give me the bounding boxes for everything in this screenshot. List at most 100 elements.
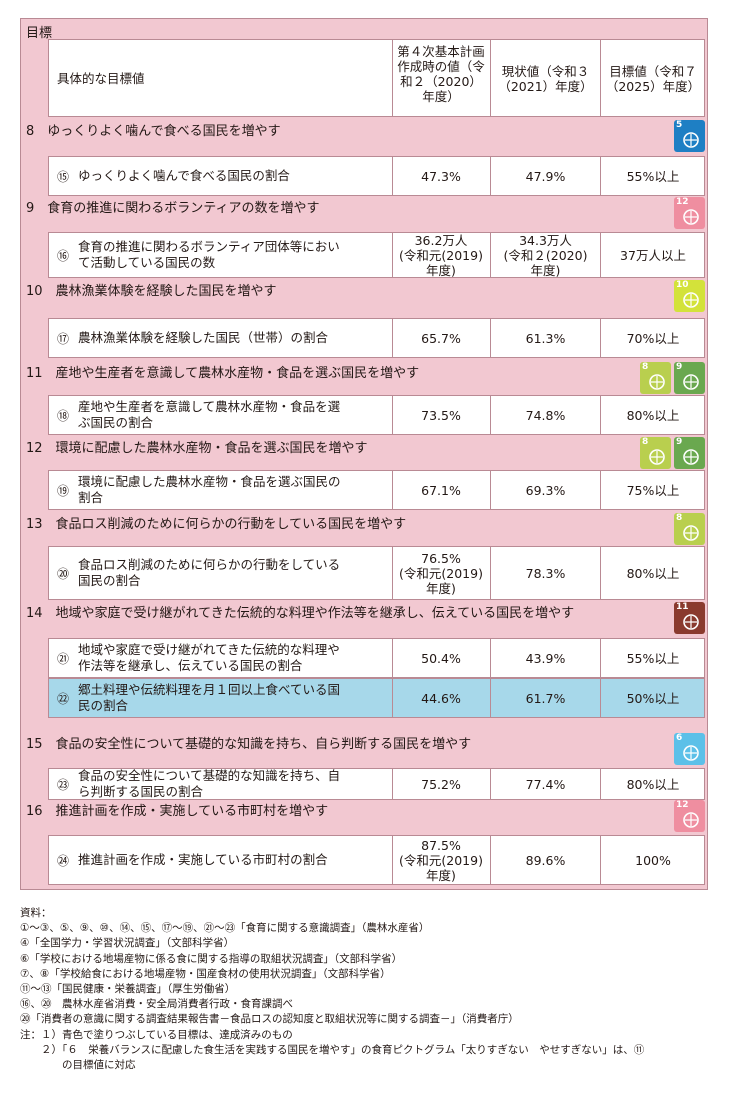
sdg9-icon: 9 (674, 437, 705, 469)
current-value-line: 61.3% (525, 331, 566, 346)
notes: 資料： ①〜③、⑤、⑨、⑩、⑭、⑮、⑰〜⑲、㉑〜㉓「食育に関する意識調査」（農林水… (20, 906, 710, 1073)
row-number: ⑲ (57, 484, 70, 498)
row-number: ㉔ (57, 854, 70, 868)
sdg8-icon: 8 (640, 437, 671, 469)
goal-title: 15 食品の安全性について基礎的な知識を持ち、自ら判断する国民を増やす (26, 737, 472, 752)
row-number: ⑳ (57, 567, 70, 581)
goal-value-line: 80%以上 (626, 408, 680, 423)
goal-title: 13 食品ロス削減のために何らかの行動をしている国民を増やす (26, 517, 407, 532)
row-description-line: 国民の割合 (78, 573, 141, 588)
row-description: 農林漁業体験を経験した国民（世帯）の割合 (78, 330, 378, 346)
sdg-number: 5 (676, 120, 683, 130)
table-row: ⑱ 産地や生産者を意識して農林水産物・食品を選 ぶ国民の割合 73.5% 74.8% 80… (48, 395, 705, 435)
baseline-value-line: 47.3% (421, 169, 461, 184)
row-number: ㉑ (57, 652, 70, 666)
current-value-line: 77.4% (525, 777, 566, 792)
goal-value: 50%以上 (601, 691, 705, 706)
baseline-value: 65.7% (393, 331, 489, 346)
current-value-line: 74.8% (525, 408, 566, 423)
table-title: 目標 (26, 26, 53, 41)
baseline-value-line: 年度) (426, 868, 456, 883)
baseline-value: 76.5% (令和元(2019) 年度) (393, 551, 489, 596)
goal-title: 9 食育の推進に関わるボランティアの数を増やす (26, 201, 320, 216)
current-value: 69.3% (491, 483, 600, 498)
note-line: 注：１）青色で塗りつぶしている目標は、達成済みのもの (20, 1028, 293, 1041)
sdg12-icon: 12 (674, 197, 705, 229)
sdg5-icon: 5 (674, 120, 705, 152)
goal-value: 80%以上 (601, 777, 705, 792)
note-line: の目標値に対応 (20, 1059, 136, 1072)
sdg-number: 12 (676, 197, 689, 207)
goal-title: 12 環境に配慮した農林水産物・食品を選ぶ国民を増やす (26, 441, 368, 456)
current-value-line: 61.7% (525, 691, 566, 706)
row-description-line: 作法等を継承し、伝えている国民の割合 (78, 658, 303, 673)
note-line: ２）「６ 栄養バランスに配慮した食生活を実践する国民を増やす」の食育ピクトグラム… (20, 1043, 645, 1056)
note-line: ⑪〜⑬「国民健康・栄養調査」（厚生労働省） (20, 983, 236, 996)
baseline-value: 75.2% (393, 777, 489, 792)
current-value: 61.7% (491, 691, 600, 706)
baseline-value: 36.2万人 (令和元(2019) 年度) (393, 233, 489, 278)
goal-title: 14 地域や家庭で受け継がれてきた伝統的な料理や作法等を継承し、伝えている国民を… (26, 606, 575, 621)
sdg6-icon: 6 (674, 733, 705, 765)
row-number: ⑱ (57, 409, 70, 423)
baseline-value-line: 76.5% (421, 551, 461, 566)
goal-value-line: 37万人以上 (620, 248, 686, 263)
table-row: ⑮ ゆっくりよく噛んで食べる国民の割合 47.3% 47.9% 55%以上 (48, 156, 705, 196)
goal-value: 70%以上 (601, 331, 705, 346)
note-line: ⑦、⑧「学校給食における地場産物・国産食材の使用状況調査」（文部科学省） (20, 967, 391, 980)
current-value-line: (令和２(2020) (503, 248, 588, 263)
row-description: 環境に配慮した農林水産物・食品を選ぶ国民の 割合 (78, 474, 378, 506)
table-row: ⑰ 農林漁業体験を経験した国民（世帯）の割合 65.7% 61.3% 70%以上 (48, 318, 705, 358)
baseline-value: 67.1% (393, 483, 489, 498)
note-line: ④「全国学力・学習状況調査」（文部科学省） (20, 937, 235, 950)
current-value: 34.3万人 (令和２(2020) 年度) (491, 233, 600, 278)
goal-value: 100% (601, 853, 705, 868)
baseline-value: 50.4% (393, 651, 489, 666)
goal-value: 55%以上 (601, 169, 705, 184)
baseline-value-line: 年度) (426, 263, 456, 278)
note-line: ⑳「消費者の意識に関する調査結果報告書－食品ロスの認知度と取組状況等に関する調査… (20, 1013, 519, 1026)
current-value: 43.9% (491, 651, 600, 666)
goal-value-line: 75%以上 (626, 483, 680, 498)
current-value-line: 47.9% (525, 169, 566, 184)
header-target: 具体的な目標値 (57, 71, 145, 86)
row-description: ゆっくりよく噛んで食べる国民の割合 (78, 168, 378, 184)
baseline-value-line: (令和元(2019) (399, 248, 483, 263)
current-value: 77.4% (491, 777, 600, 792)
row-number: ㉒ (57, 692, 70, 706)
baseline-value: 44.6% (393, 691, 489, 706)
goal-value: 75%以上 (601, 483, 705, 498)
current-value-line: 34.3万人 (519, 233, 572, 248)
goal-value-line: 100% (635, 853, 671, 868)
row-description-line: 割合 (78, 490, 104, 505)
row-number: ㉓ (57, 778, 70, 792)
sdg-number: 8 (676, 513, 683, 523)
note-line: ⑥「学校における地場産物に係る食に関する指導の取組状況調査」（文部科学省） (20, 952, 403, 965)
baseline-value-line: 36.2万人 (414, 233, 468, 248)
row-description-line: て活動している国民の数 (78, 255, 216, 270)
sdg-number: 9 (676, 437, 683, 447)
header-goal: 目標値（令和７ （2025）年度） (605, 64, 701, 94)
sdg8-icon: 8 (674, 513, 705, 545)
row-description: 食品ロス削減のために何らかの行動をしている 国民の割合 (78, 557, 378, 589)
goal-value: 37万人以上 (601, 248, 705, 263)
goal-title: 11 産地や生産者を意識して農林水産物・食品を選ぶ国民を増やす (26, 366, 420, 381)
row-description: 郷土料理や伝統料理を月１回以上食べている国 民の割合 (78, 682, 378, 714)
current-value: 47.9% (491, 169, 600, 184)
sdg-number: 10 (676, 280, 689, 290)
sdg-number: 6 (676, 733, 683, 743)
sdg-number: 8 (642, 437, 649, 447)
note-line: ①〜③、⑤、⑨、⑩、⑭、⑮、⑰〜⑲、㉑〜㉓「食育に関する意識調査」（農林水産省） (20, 922, 430, 935)
baseline-value-line: 50.4% (421, 651, 461, 666)
row-number: ⑮ (57, 170, 70, 184)
sdg8-icon: 8 (640, 362, 671, 394)
row-description: 食品の安全性について基礎的な知識を持ち、自 ら判断する国民の割合 (78, 768, 378, 800)
baseline-value-line: (令和元(2019) (399, 566, 483, 581)
goal-value-line: 55%以上 (626, 169, 680, 184)
sdg-number: 12 (676, 800, 689, 810)
row-number: ⑯ (57, 249, 70, 263)
current-value-line: 89.6% (525, 853, 566, 868)
row-description-line: 推進計画を作成・実施している市町村の割合 (78, 852, 328, 867)
goal-value: 55%以上 (601, 651, 705, 666)
